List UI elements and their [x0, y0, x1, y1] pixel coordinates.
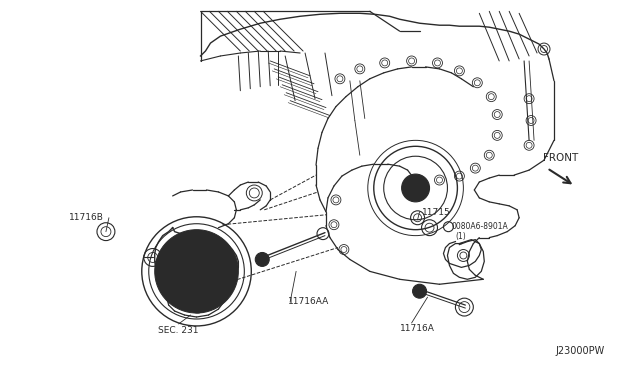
Text: FRONT: FRONT: [543, 153, 579, 163]
Text: 0080A6-8901A: 0080A6-8901A: [451, 222, 508, 231]
Circle shape: [255, 253, 269, 266]
Circle shape: [169, 244, 225, 299]
Circle shape: [413, 284, 426, 298]
Text: 11715: 11715: [422, 208, 451, 217]
Text: 11716AA: 11716AA: [288, 296, 330, 306]
Text: 11716B: 11716B: [69, 213, 104, 222]
Text: J23000PW: J23000PW: [555, 346, 604, 356]
Circle shape: [155, 230, 238, 313]
Text: (1): (1): [456, 232, 466, 241]
Text: SEC. 231: SEC. 231: [158, 326, 199, 336]
Text: 11716A: 11716A: [399, 324, 435, 333]
Circle shape: [402, 174, 429, 202]
Circle shape: [159, 234, 234, 309]
